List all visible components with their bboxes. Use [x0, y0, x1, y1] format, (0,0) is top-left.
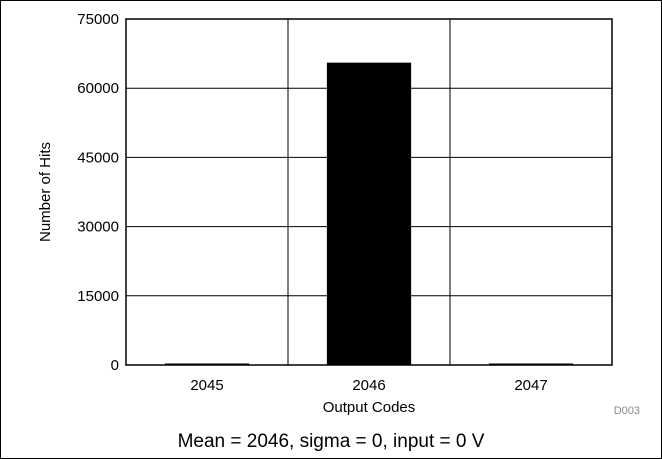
y-tick-labels: 0 15000 30000 45000 60000 75000 — [77, 11, 119, 374]
y-tick-label: 0 — [111, 357, 119, 374]
y-tick-label: 15000 — [77, 288, 119, 305]
y-axis-label: Number of Hits — [37, 142, 54, 242]
figure-id: D003 — [614, 405, 640, 417]
x-tick-label: 2047 — [514, 377, 547, 394]
y-tick-label: 75000 — [77, 11, 119, 28]
x-tick-label: 2046 — [352, 377, 385, 394]
plot-area — [125, 18, 613, 366]
grid — [126, 19, 612, 365]
chart-caption: Mean = 2046, sigma = 0, input = 0 V — [178, 431, 485, 452]
x-tick-label: 2045 — [190, 377, 223, 394]
y-tick-label: 30000 — [77, 219, 119, 236]
y-tick-label: 60000 — [77, 80, 119, 97]
x-tick-labels: 2045 2046 2047 — [190, 377, 547, 394]
x-axis-label: Output Codes — [323, 399, 416, 416]
y-tick-label: 45000 — [77, 149, 119, 166]
bar-2046 — [326, 62, 412, 366]
bars — [164, 62, 574, 366]
